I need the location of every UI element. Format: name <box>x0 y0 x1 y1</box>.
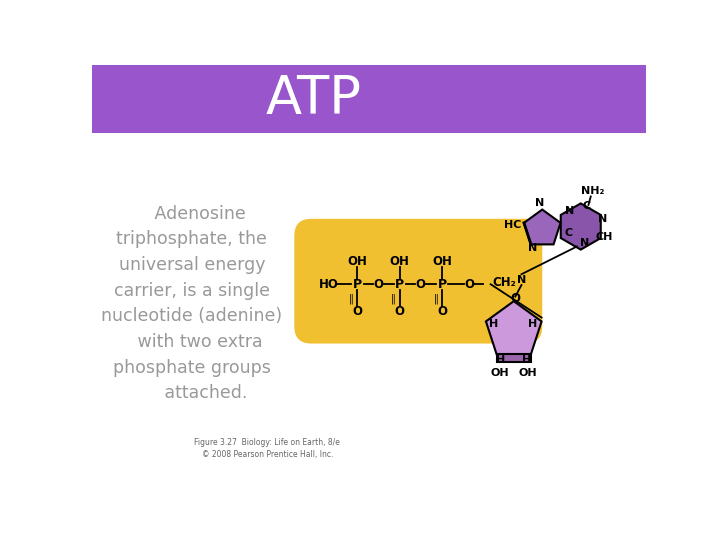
Text: O: O <box>437 305 447 318</box>
Text: CH: CH <box>595 232 613 242</box>
Text: O: O <box>510 292 521 306</box>
Text: CH₂: CH₂ <box>492 276 516 289</box>
Text: O: O <box>415 278 426 291</box>
Text: Adenosine
triphosphate, the
universal energy
carrier, is a single
nucleotide (ad: Adenosine triphosphate, the universal en… <box>102 205 282 402</box>
Text: P: P <box>395 278 405 291</box>
FancyBboxPatch shape <box>294 219 542 343</box>
Text: Figure 3.27  Biology: Life on Earth, 8/e
© 2008 Pearson Prentice Hall, Inc.: Figure 3.27 Biology: Life on Earth, 8/e … <box>194 437 341 459</box>
Text: O: O <box>395 305 405 318</box>
Text: H: H <box>528 319 537 329</box>
Text: N: N <box>580 239 589 248</box>
Text: HO: HO <box>319 278 339 291</box>
Text: N: N <box>565 206 575 216</box>
Text: C: C <box>583 201 591 212</box>
Text: O: O <box>464 278 474 291</box>
Polygon shape <box>497 354 531 362</box>
Text: N: N <box>528 243 537 253</box>
Polygon shape <box>524 210 561 245</box>
Text: OH: OH <box>348 255 367 268</box>
Text: ATP: ATP <box>266 73 361 125</box>
Text: NH₂: NH₂ <box>580 186 604 196</box>
Text: O: O <box>373 278 383 291</box>
FancyBboxPatch shape <box>92 65 647 132</box>
Text: N: N <box>534 198 544 208</box>
Text: OH: OH <box>432 255 452 268</box>
Text: P: P <box>353 278 362 291</box>
Text: H: H <box>523 355 532 365</box>
Text: P: P <box>438 278 446 291</box>
Text: ‖: ‖ <box>391 293 396 303</box>
Polygon shape <box>486 301 541 354</box>
Text: HC: HC <box>505 220 522 230</box>
Text: H: H <box>496 355 505 365</box>
Text: ‖: ‖ <box>349 293 354 303</box>
Text: O: O <box>353 305 362 318</box>
Text: OH: OH <box>390 255 410 268</box>
Text: H: H <box>489 319 498 329</box>
Text: N: N <box>517 275 526 285</box>
Text: C: C <box>564 228 572 238</box>
Text: OH: OH <box>490 368 509 377</box>
Text: N: N <box>598 214 607 224</box>
Text: ‖: ‖ <box>433 293 438 303</box>
Polygon shape <box>561 204 600 249</box>
Text: OH: OH <box>518 368 537 377</box>
